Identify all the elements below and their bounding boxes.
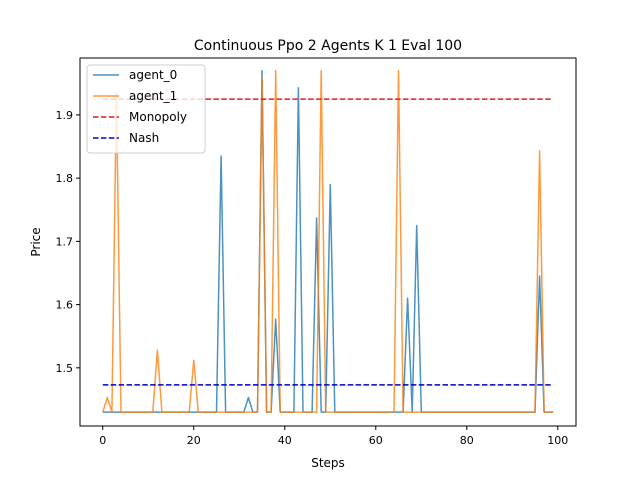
x-tick-label: 20 — [187, 434, 201, 447]
x-axis-label: Steps — [311, 456, 345, 470]
series-line-agent-1 — [102, 69, 554, 413]
x-axis-ticks: 0 20 40 60 80 100 — [99, 426, 568, 447]
legend-label-agent-1: agent_1 — [129, 89, 177, 103]
y-tick-label: 1.5 — [56, 362, 74, 375]
x-tick-label: 60 — [369, 434, 383, 447]
x-tick-label: 80 — [460, 434, 474, 447]
legend-box — [86, 64, 206, 154]
legend-label-monopoly: Monopoly — [129, 110, 187, 124]
y-tick-label: 1.7 — [56, 235, 74, 248]
x-tick-label: 40 — [278, 434, 292, 447]
y-tick-label: 1.8 — [56, 172, 74, 185]
y-tick-label: 1.9 — [56, 109, 74, 122]
chart-title: Continuous Ppo 2 Agents K 1 Eval 100 — [194, 38, 462, 54]
legend: agent_0 agent_1 Monopoly Nash — [86, 64, 206, 154]
legend-label-nash: Nash — [129, 131, 159, 145]
y-axis-ticks: 1.5 1.6 1.7 1.8 1.9 — [56, 109, 80, 375]
legend-label-agent-0: agent_0 — [129, 68, 177, 82]
x-tick-label: 100 — [547, 434, 568, 447]
x-tick-label: 0 — [99, 434, 106, 447]
y-tick-label: 1.6 — [56, 299, 74, 312]
plot-frame — [79, 57, 577, 427]
y-axis-label: Price — [29, 227, 43, 256]
